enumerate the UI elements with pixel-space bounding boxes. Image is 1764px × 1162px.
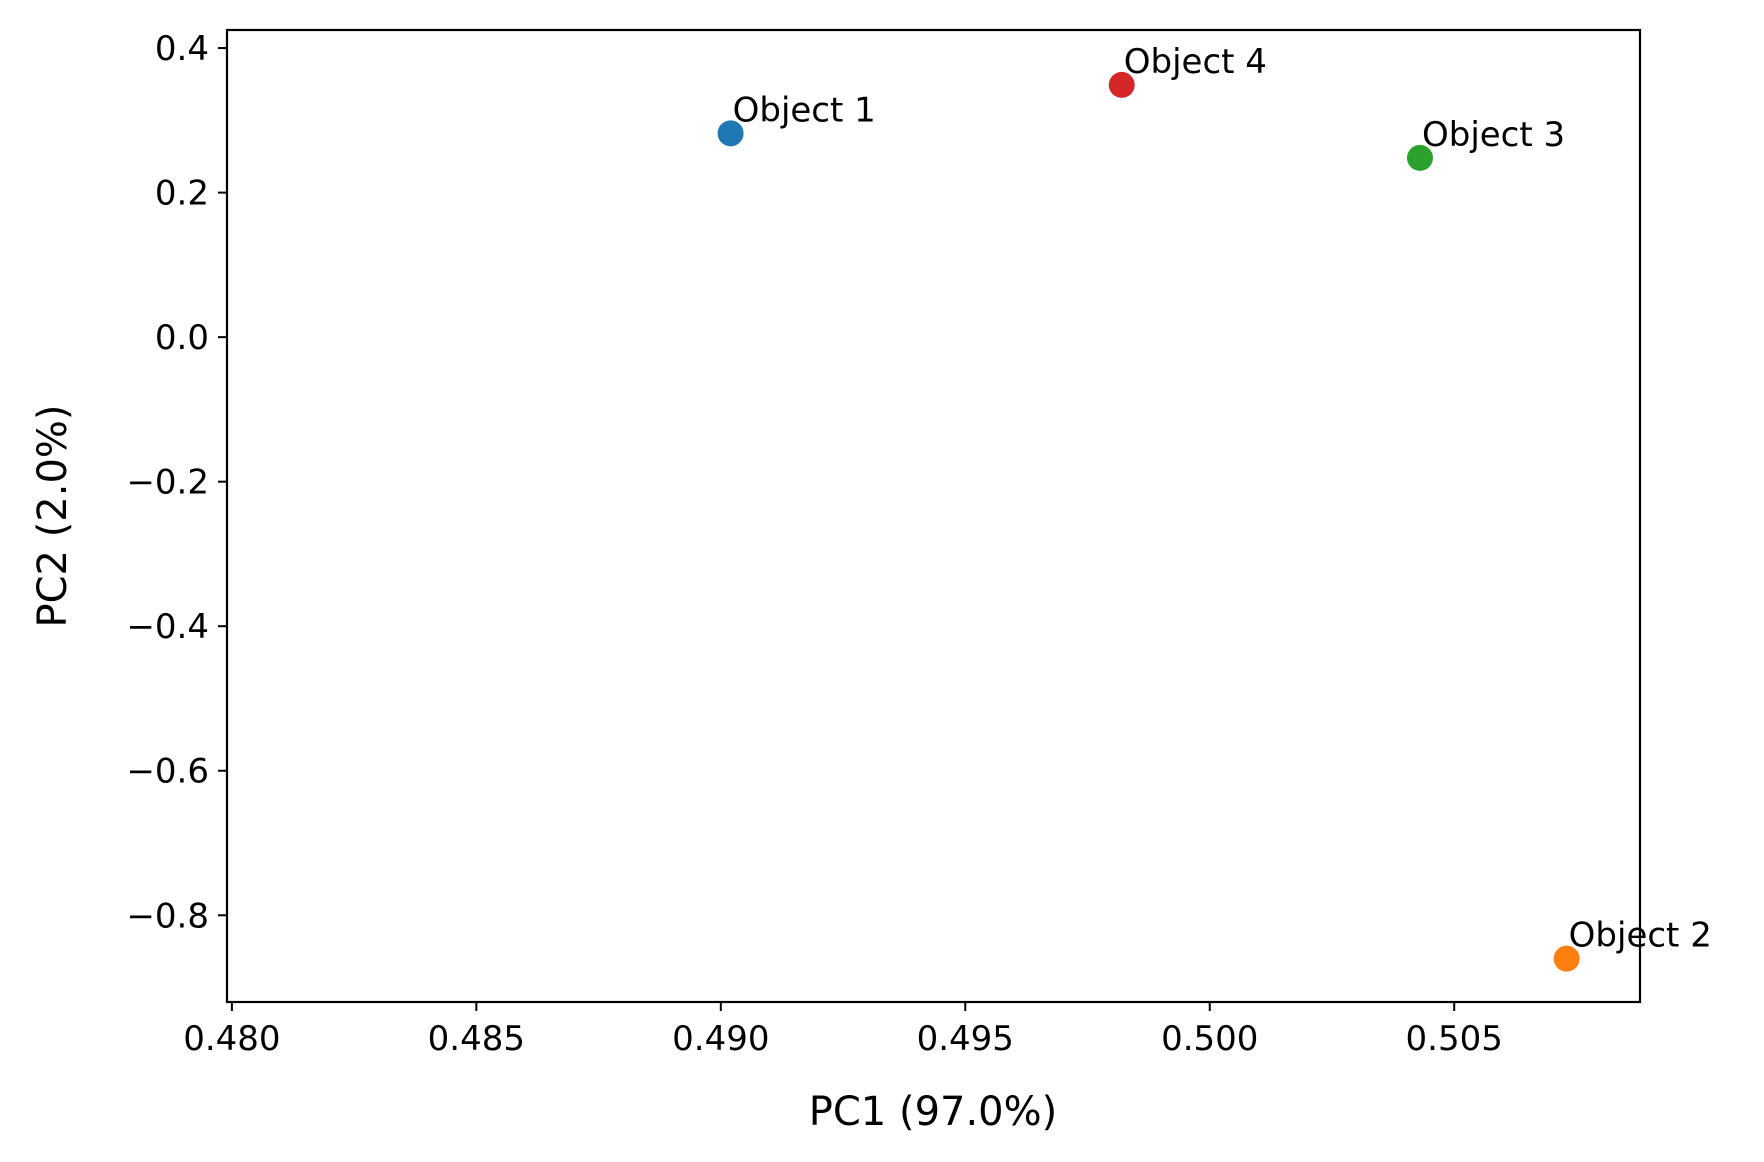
data-point-label: Object 1 bbox=[733, 90, 876, 130]
x-axis-title: PC1 (97.0%) bbox=[809, 1089, 1058, 1135]
data-point bbox=[1406, 144, 1433, 171]
plot-frame bbox=[225, 28, 1642, 1004]
y-axis-title: PC2 (2.0%) bbox=[30, 404, 76, 627]
data-point bbox=[1553, 945, 1580, 972]
y-tick-label: 0.4 bbox=[155, 29, 209, 69]
y-tick-label: −0.8 bbox=[126, 896, 209, 936]
data-point-label: Object 3 bbox=[1422, 115, 1565, 155]
y-tick-label: 0.2 bbox=[155, 174, 209, 214]
x-tick-label: 0.485 bbox=[428, 1019, 525, 1059]
y-tick-label: −0.4 bbox=[126, 607, 209, 647]
ticks-layer: 0.480 0.485 0.490 0.495 0.500 0.505 0.4 0.2 0.0 −… bbox=[126, 29, 1502, 1059]
data-point bbox=[717, 120, 744, 147]
x-tick-label: 0.505 bbox=[1406, 1019, 1503, 1059]
x-tick-label: 0.500 bbox=[1161, 1019, 1258, 1059]
x-tick-label: 0.480 bbox=[183, 1019, 280, 1059]
y-tick-label: 0.0 bbox=[155, 318, 209, 358]
x-tick-label: 0.495 bbox=[917, 1019, 1014, 1059]
x-tick-label: 0.490 bbox=[672, 1019, 769, 1059]
y-tick-label: −0.6 bbox=[126, 752, 209, 792]
data-point-label: Object 4 bbox=[1124, 42, 1267, 82]
data-point bbox=[1108, 71, 1135, 98]
y-tick-label: −0.2 bbox=[126, 463, 209, 503]
